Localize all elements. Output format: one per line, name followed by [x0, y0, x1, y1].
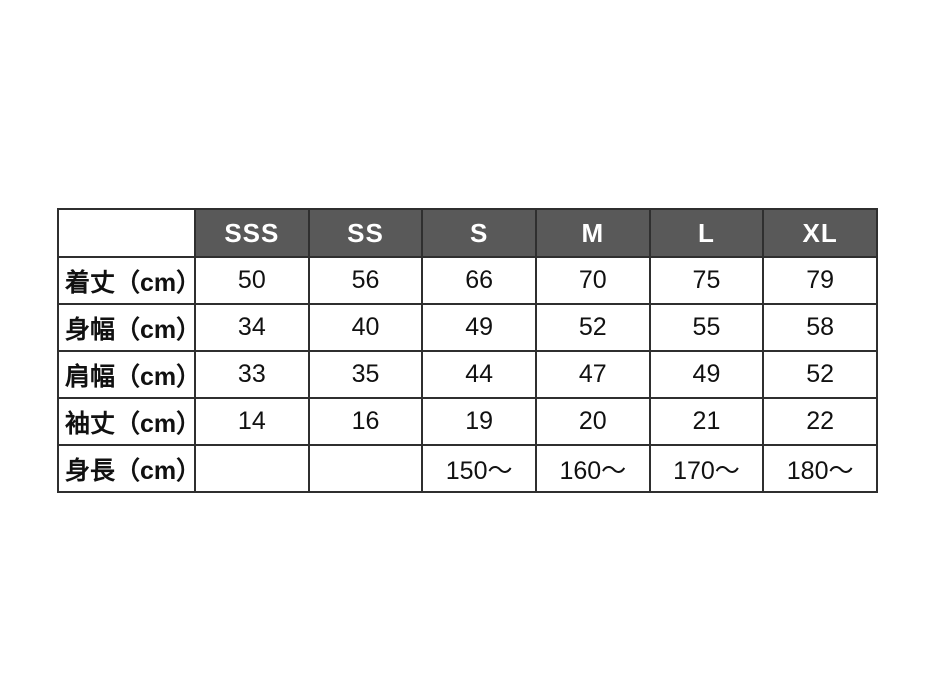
value-cell: 49 — [421, 303, 537, 352]
table-row: 身幅（cm） 34 40 49 52 55 58 — [57, 303, 878, 352]
value-cell: 52 — [534, 303, 651, 352]
value-cell: 66 — [421, 256, 537, 305]
row-label: 袖丈（cm） — [57, 397, 196, 446]
value-cell — [307, 444, 424, 493]
column-header-ss: SS — [307, 208, 424, 258]
value-cell: 150～ — [421, 444, 537, 493]
value-cell: 14 — [194, 397, 310, 446]
value-cell: 70 — [534, 256, 651, 305]
row-label: 着丈（cm） — [57, 256, 196, 305]
corner-cell — [57, 208, 196, 258]
table-row: 身長（cm） 150～ 160～ 170～ 180～ — [57, 444, 878, 493]
value-cell: 44 — [421, 350, 537, 399]
value-cell: 19 — [421, 397, 537, 446]
value-cell: 160～ — [534, 444, 651, 493]
value-cell: 52 — [762, 350, 878, 399]
row-label: 身幅（cm） — [57, 303, 196, 352]
table-row: 着丈（cm） 50 56 66 70 75 79 — [57, 256, 878, 305]
value-cell: 21 — [648, 397, 765, 446]
value-cell: 75 — [648, 256, 765, 305]
value-cell: 79 — [762, 256, 878, 305]
value-cell: 55 — [648, 303, 765, 352]
value-cell: 47 — [534, 350, 651, 399]
column-header-l: L — [648, 208, 765, 258]
column-header-sss: SSS — [194, 208, 310, 258]
column-header-xl: XL — [762, 208, 878, 258]
value-cell: 35 — [307, 350, 424, 399]
table-body: 着丈（cm） 50 56 66 70 75 79 身幅（cm） 34 40 49 52 55 58 肩幅（c… — [57, 256, 878, 493]
value-cell: 40 — [307, 303, 424, 352]
value-cell — [194, 444, 310, 493]
table-row: 肩幅（cm） 33 35 44 47 49 52 — [57, 350, 878, 399]
value-cell: 56 — [307, 256, 424, 305]
value-cell: 49 — [648, 350, 765, 399]
row-label: 身長（cm） — [57, 444, 196, 493]
column-header-s: S — [421, 208, 537, 258]
value-cell: 22 — [762, 397, 878, 446]
size-chart-table: SSS SS S M L XL 着丈（cm） 50 56 66 70 75 79 身幅（cm） 34 40 4… — [57, 208, 878, 493]
value-cell: 50 — [194, 256, 310, 305]
table-row: 袖丈（cm） 14 16 19 20 21 22 — [57, 397, 878, 446]
value-cell: 58 — [762, 303, 878, 352]
value-cell: 170～ — [648, 444, 765, 493]
value-cell: 20 — [534, 397, 651, 446]
value-cell: 180～ — [762, 444, 878, 493]
value-cell: 33 — [194, 350, 310, 399]
value-cell: 34 — [194, 303, 310, 352]
column-header-m: M — [534, 208, 651, 258]
table-header: SSS SS S M L XL — [57, 208, 878, 258]
header-row: SSS SS S M L XL — [57, 208, 878, 258]
row-label: 肩幅（cm） — [57, 350, 196, 399]
value-cell: 16 — [307, 397, 424, 446]
